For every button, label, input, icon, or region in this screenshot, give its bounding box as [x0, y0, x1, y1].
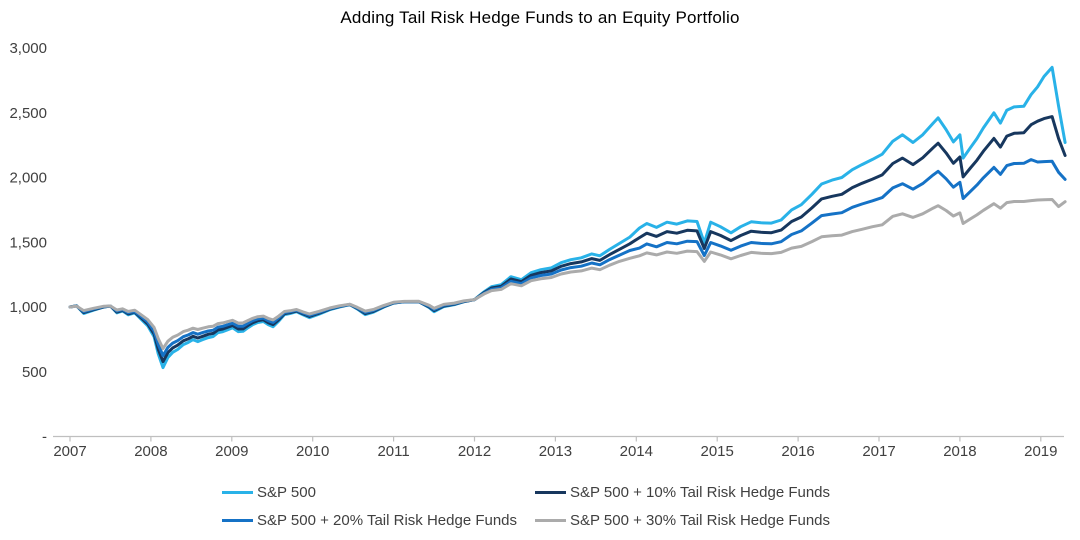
x-axis-label: 2018 [943, 443, 976, 460]
x-axis-label: 2007 [53, 443, 86, 460]
x-axis-label: 2013 [539, 443, 572, 460]
legend-item-30pct: S&P 500 + 30% Tail Risk Hedge Funds [535, 511, 830, 529]
x-axis-label: 2019 [1024, 443, 1057, 460]
legend-item-20pct: S&P 500 + 20% Tail Risk Hedge Funds [222, 511, 517, 529]
x-axis-label: 2015 [701, 443, 734, 460]
legend-label-20pct: S&P 500 + 20% Tail Risk Hedge Funds [257, 511, 518, 529]
y-axis-label: 2,000 [9, 170, 47, 187]
x-axis-label: 2016 [781, 443, 814, 460]
y-axis-label: 2,500 [9, 105, 47, 122]
y-axis-label: - [42, 429, 47, 446]
y-axis-label: 1,500 [9, 234, 47, 251]
series-line-2 [68, 158, 1067, 358]
series-line-3 [68, 198, 1067, 351]
x-axis-label: 2014 [620, 443, 653, 460]
legend-item-sp500: S&P 500 [222, 483, 316, 501]
x-axis-label: 2012 [458, 443, 491, 460]
y-axis-label: 3,000 [9, 40, 47, 57]
x-axis-label: 2011 [377, 443, 409, 460]
legend-label-10pct: S&P 500 + 10% Tail Risk Hedge Funds [570, 483, 831, 501]
legend-label-sp500: S&P 500 [257, 483, 316, 501]
legend-swatch-10pct [535, 490, 566, 494]
legend-label-30pct: S&P 500 + 30% Tail Risk Hedge Funds [570, 511, 831, 529]
x-axis-label: 2010 [296, 443, 329, 460]
x-axis-label: 2008 [134, 443, 167, 460]
x-axis-label: 2009 [215, 443, 248, 460]
series-line-1 [68, 115, 1067, 364]
y-axis-label: 1,000 [9, 299, 47, 316]
chart-title: Adding Tail Risk Hedge Funds to an Equit… [340, 8, 740, 27]
legend-swatch-30pct [535, 518, 566, 522]
legend-item-10pct: S&P 500 + 10% Tail Risk Hedge Funds [535, 483, 830, 501]
x-axis-label: 2017 [862, 443, 895, 460]
y-axis-label: 500 [22, 364, 47, 381]
legend-swatch-sp500 [222, 490, 253, 494]
series-line-0 [68, 65, 1067, 370]
legend-swatch-20pct [222, 518, 253, 522]
